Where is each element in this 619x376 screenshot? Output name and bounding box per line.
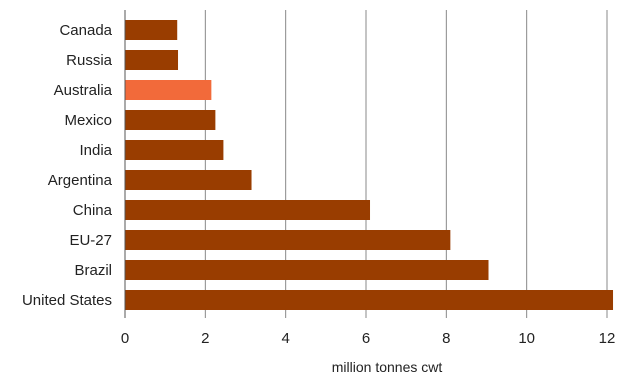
bar-argentina [125,170,252,190]
bar-united-states [125,290,614,310]
x-tick-label: 12 [599,330,616,347]
category-label: United States [22,292,112,309]
category-label: Canada [59,22,112,39]
x-tick-label: 8 [442,330,450,347]
x-tick-label: 0 [121,330,129,347]
bar-india [125,140,224,160]
category-label: EU-27 [69,232,112,249]
x-tick-label: 2 [201,330,209,347]
category-labels: Canada Russia Australia Mexico India Argentin… [22,22,113,309]
x-tick-label: 4 [281,330,289,347]
bar-mexico [125,110,216,130]
x-tick-label: 10 [518,330,535,347]
category-label: India [79,142,112,159]
bar-russia [125,50,179,70]
category-label: Brazil [74,262,112,279]
category-label: Russia [66,52,113,69]
category-label: Mexico [64,112,112,129]
category-label: Argentina [48,172,113,189]
bar-canada [125,20,178,40]
bar-australia [125,80,212,100]
bar-china [125,200,371,220]
x-tick-labels: 0 2 4 6 8 10 12 [121,330,616,347]
x-tick-label: 6 [362,330,370,347]
bar-eu-27 [125,230,451,250]
bar-brazil [125,260,489,280]
category-label: Australia [54,82,113,99]
bars [125,20,614,310]
x-axis-title: million tonnes cwt [332,359,443,375]
category-label: China [73,202,113,219]
